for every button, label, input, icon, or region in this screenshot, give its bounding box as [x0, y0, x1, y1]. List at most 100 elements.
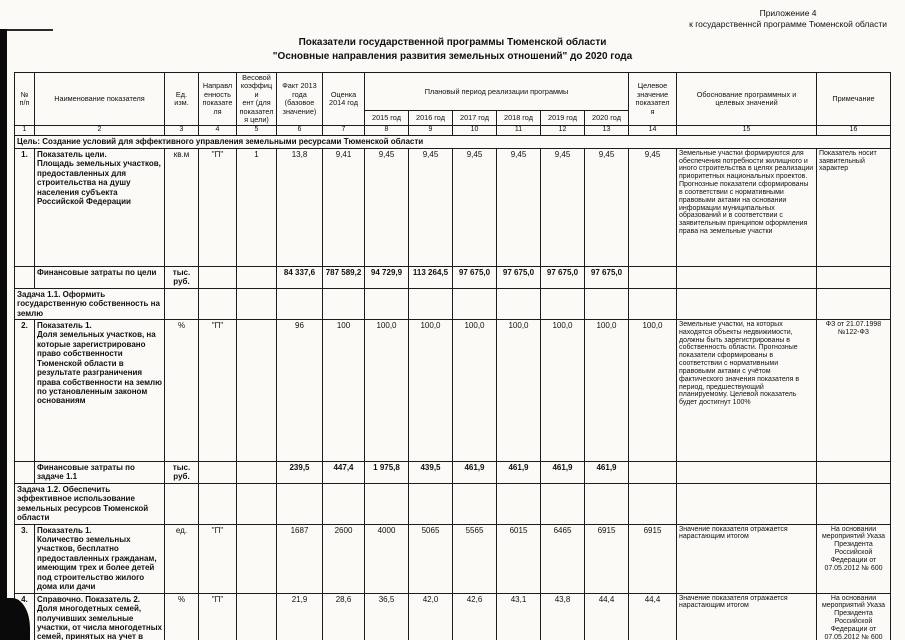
cell: 4	[198, 125, 237, 137]
cell: 1687	[276, 523, 323, 594]
cell	[496, 482, 541, 525]
header-cell: 2017 год	[452, 110, 497, 127]
cell: 1	[236, 147, 277, 267]
cell	[540, 482, 585, 525]
finance-task-1-1-row: Финансовые затраты по задаче 1.1 тыс. руб…	[14, 460, 891, 484]
cell: 100,0	[408, 318, 453, 462]
header-cell: 2020 год	[584, 110, 629, 127]
cell: 239,5	[276, 460, 323, 484]
cell	[584, 287, 629, 320]
cell	[628, 460, 677, 484]
cell: 6015	[496, 523, 541, 594]
cell: 5565	[452, 523, 497, 594]
cell	[276, 287, 323, 320]
appendix-note: Приложение 4 к государственнсй программе…	[689, 8, 887, 31]
cell	[164, 482, 199, 525]
cell: 1 975,8	[364, 460, 409, 484]
cell	[584, 482, 629, 525]
cell: 100,0	[584, 318, 629, 462]
cell: 6915	[628, 523, 677, 594]
cell: Задача 1.1. Оформить государственную соб…	[14, 287, 165, 320]
table-header-years-row: 2015 год 2016 год 2017 год 2018 год 2019 год…	[15, 110, 891, 127]
indicators-table-body: № п/п Наименование показателя Ед. изм. Напр…	[14, 71, 891, 640]
cell	[198, 460, 237, 484]
cell	[364, 482, 409, 525]
cell	[628, 265, 677, 289]
cell: 9,45	[496, 147, 541, 267]
cell: 44,4	[628, 592, 677, 640]
cell: 9,45	[584, 147, 629, 267]
cell: 97 675,0	[584, 265, 629, 289]
cell	[236, 318, 277, 462]
cell: Значение показателя отражается нарастающ…	[676, 523, 817, 594]
cell	[198, 287, 237, 320]
cell: ед.	[164, 523, 199, 594]
cell	[676, 460, 817, 484]
cell: 10	[452, 125, 497, 137]
indicator-row-3: 3. Показатель 1. Количество земельных уча…	[14, 523, 891, 594]
cell: 96	[276, 318, 323, 462]
cell	[322, 482, 365, 525]
cell: 28,6	[322, 592, 365, 640]
cell: 6	[276, 125, 323, 137]
header-cell: Обоснование программных и целевых значен…	[676, 71, 817, 127]
cell: тыс. руб.	[164, 460, 199, 484]
cell: 14	[628, 125, 677, 137]
cell	[198, 265, 237, 289]
cell	[676, 265, 817, 289]
cell: 13	[584, 125, 629, 137]
cell: тыс. руб.	[164, 265, 199, 289]
cell: 461,9	[452, 460, 497, 484]
cell: 97 675,0	[496, 265, 541, 289]
cell	[322, 287, 365, 320]
cell	[236, 592, 277, 640]
task-1-2-row: Задача 1.2. Обеспечить эффективное испол…	[14, 482, 891, 525]
header-cell: Факт 2013 года (базовое значение)	[276, 71, 323, 127]
cell	[236, 265, 277, 289]
cell: 4000	[364, 523, 409, 594]
cell: 84 337,6	[276, 265, 323, 289]
header-cell: Примечание	[816, 71, 891, 127]
cell: "П"	[198, 523, 237, 594]
cell	[164, 287, 199, 320]
cell	[236, 460, 277, 484]
cell: Значение показателя отражается нарастающ…	[676, 592, 817, 640]
cell: 461,9	[540, 460, 585, 484]
scan-artifact-top-mark	[7, 29, 53, 31]
cell: 6915	[584, 523, 629, 594]
cell: 439,5	[408, 460, 453, 484]
table-container: № п/п Наименование показателя Ед. изм. Напр…	[14, 71, 891, 640]
header-cell: Направл енность показате ля	[198, 71, 237, 127]
indicator-row-4: 4. Справочно. Показатель 2. Доля многодет…	[14, 592, 891, 640]
cell	[676, 287, 817, 320]
cell: 461,9	[496, 460, 541, 484]
cell	[540, 287, 585, 320]
cell	[14, 265, 35, 289]
cell: Задача 1.2. Обеспечить эффективное испол…	[14, 482, 165, 525]
cell: 1.	[14, 147, 35, 267]
cell: 100,0	[452, 318, 497, 462]
task-1-1-row: Задача 1.1. Оформить государственную соб…	[14, 287, 891, 320]
cell: 9,45	[452, 147, 497, 267]
cell	[628, 482, 677, 525]
indicator-row-2: 2. Показатель 1. Доля земельных участков,…	[14, 318, 891, 462]
cell	[676, 482, 817, 525]
header-cell: Весовой коэффици ент (для показател я це…	[236, 71, 277, 127]
cell: 11	[496, 125, 541, 137]
cell: "П"	[198, 592, 237, 640]
cell	[408, 287, 453, 320]
cell: %	[164, 592, 199, 640]
cell: Показатель цели. Площадь земельных участ…	[34, 147, 165, 267]
cell	[276, 482, 323, 525]
cell: 7	[322, 125, 365, 137]
cell	[452, 482, 497, 525]
cell: Финансовые затраты по задаче 1.1	[34, 460, 165, 484]
cell: На основании мероприятий Указа Президент…	[816, 523, 891, 594]
cell: 5	[236, 125, 277, 137]
cell: 97 675,0	[452, 265, 497, 289]
cell: 3	[164, 125, 199, 137]
appendix-line-2: к государственнсй программе Тюменской об…	[689, 19, 887, 30]
cell: 1	[14, 125, 35, 137]
cell: На основании мероприятий Указа Президент…	[816, 592, 891, 640]
